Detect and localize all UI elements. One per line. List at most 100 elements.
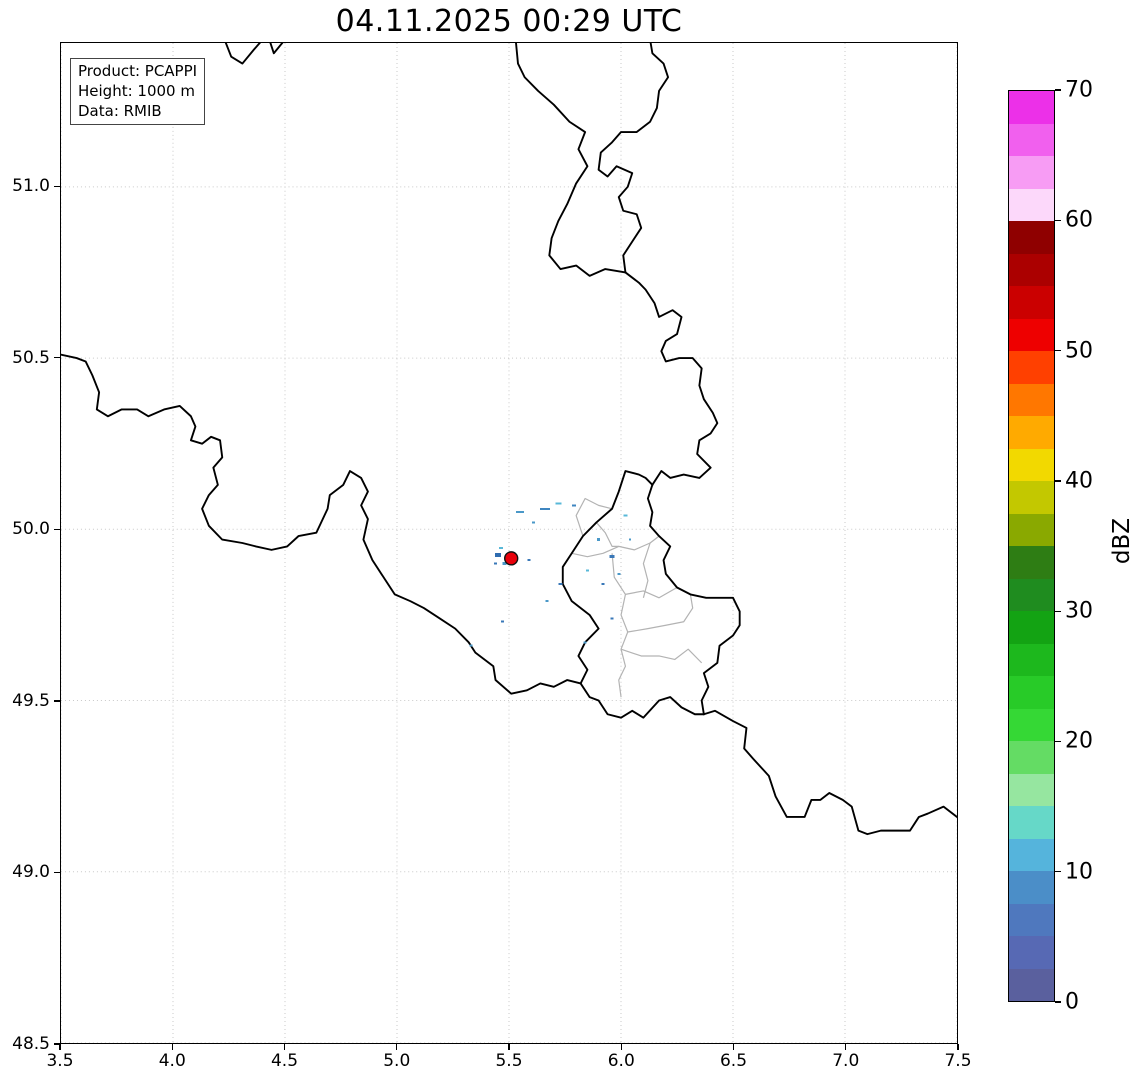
colorbar-segment xyxy=(1009,513,1054,546)
colorbar-segment xyxy=(1009,968,1054,1001)
colorbar xyxy=(1008,90,1055,1002)
y-tick-mark xyxy=(54,185,60,187)
x-tick-label: 7.5 xyxy=(944,1051,972,1071)
x-tick-label: 6.0 xyxy=(607,1051,635,1071)
colorbar-tick-label: 70 xyxy=(1065,77,1093,103)
x-tick-mark xyxy=(732,1044,735,1050)
colorbar-segment xyxy=(1009,253,1054,286)
radar-echo-speck xyxy=(545,600,549,603)
colorbar-tick-label: 60 xyxy=(1065,207,1093,233)
colorbar-segment xyxy=(1009,676,1054,709)
colorbar-segment xyxy=(1009,838,1054,871)
colorbar-tick-mark xyxy=(1055,740,1061,743)
colorbar-segment xyxy=(1009,448,1054,481)
colorbar-segment xyxy=(1009,903,1054,936)
colorbar-tick-label: 30 xyxy=(1065,598,1093,624)
x-tick-mark xyxy=(396,1044,398,1050)
colorbar-segment xyxy=(1009,318,1054,351)
radar-echo-speck xyxy=(558,583,563,586)
product-info-line: Data: RMIB xyxy=(78,101,162,120)
radar-echo-speck xyxy=(609,555,615,559)
radar-echo-speck xyxy=(527,559,531,562)
radar-echo-speck xyxy=(601,583,605,586)
x-tick-mark xyxy=(620,1044,622,1050)
map-plot-area: Product: PCAPPI Height: 1000 m Data: RMI… xyxy=(60,42,958,1044)
colorbar-segment xyxy=(1009,383,1054,416)
colorbar-tick-mark xyxy=(1055,480,1061,482)
product-info-line: Product: PCAPPI xyxy=(78,62,198,80)
colorbar-segment xyxy=(1009,773,1054,806)
y-tick-label: 50.5 xyxy=(12,347,50,368)
colorbar-tick-mark xyxy=(1055,1001,1061,1003)
district-border-path xyxy=(620,648,703,664)
colorbar-segment xyxy=(1009,806,1054,839)
colorbar-segment xyxy=(1009,578,1054,611)
radar-echo-speck xyxy=(469,644,473,647)
country-border-path xyxy=(515,43,627,277)
y-tick-mark xyxy=(54,871,60,874)
y-tick-mark xyxy=(54,700,60,702)
colorbar-tick-mark xyxy=(1055,871,1061,873)
country-border-path xyxy=(579,682,705,719)
radar-echo-speck xyxy=(555,502,562,505)
radar-site-marker xyxy=(504,551,519,566)
y-tick-label: 48.5 xyxy=(12,1034,50,1054)
colorbar-segment xyxy=(1009,221,1054,254)
district-border-path xyxy=(575,497,613,537)
radar-echo-speck xyxy=(494,552,501,557)
x-tick-mark xyxy=(171,1044,173,1050)
colorbar-segment xyxy=(1009,708,1054,741)
x-tick-mark xyxy=(957,1044,959,1050)
colorbar-tick-mark xyxy=(1055,89,1061,91)
country-border-path xyxy=(624,271,719,486)
colorbar-tick-label: 10 xyxy=(1065,859,1093,885)
radar-echo-speck xyxy=(583,641,587,644)
product-info-box: Product: PCAPPI Height: 1000 m Data: RMI… xyxy=(70,58,206,126)
x-tick-label: 4.0 xyxy=(158,1051,186,1071)
country-border-path xyxy=(597,43,669,274)
district-border-path xyxy=(627,594,694,633)
x-tick-label: 6.5 xyxy=(719,1051,748,1071)
radar-map-svg xyxy=(61,43,957,1043)
colorbar-segment xyxy=(1009,871,1054,904)
district-border-path xyxy=(642,542,651,598)
x-tick-mark xyxy=(59,1044,61,1050)
colorbar-tick-label: 20 xyxy=(1065,728,1093,754)
country-border-path xyxy=(646,483,741,716)
district-border-path xyxy=(595,522,619,547)
x-tick-label: 4.5 xyxy=(270,1051,299,1071)
country-border-path xyxy=(224,43,261,65)
y-tick-mark xyxy=(54,357,60,359)
radar-echo-speck xyxy=(516,511,525,514)
country-border-path xyxy=(61,353,582,695)
product-info-line: Height: 1000 m xyxy=(78,81,195,100)
colorbar-segment xyxy=(1009,546,1054,579)
colorbar-tick-label: 0 xyxy=(1065,989,1079,1015)
radar-echo-speck xyxy=(500,620,504,623)
colorbar-segment xyxy=(1009,351,1054,384)
colorbar-segment xyxy=(1009,936,1054,969)
colorbar-segment xyxy=(1009,416,1054,449)
x-tick-label: 3.5 xyxy=(46,1051,74,1071)
country-border-path xyxy=(702,709,957,836)
radar-echo-speck xyxy=(539,507,550,510)
radar-echo-speck xyxy=(617,572,621,575)
colorbar-segment xyxy=(1009,286,1054,319)
y-tick-label: 50.0 xyxy=(12,519,50,540)
x-tick-label: 5.0 xyxy=(383,1051,411,1071)
colorbar-tick-mark xyxy=(1055,610,1061,612)
radar-echo-speck xyxy=(585,569,589,572)
y-tick-mark xyxy=(54,528,60,530)
colorbar-segment xyxy=(1009,611,1054,644)
y-tick-label: 49.0 xyxy=(12,862,50,883)
y-tick-label: 51.0 xyxy=(12,176,50,197)
radar-echo-speck xyxy=(623,514,628,517)
radar-echo-speck xyxy=(494,562,498,565)
colorbar-segment xyxy=(1009,188,1054,221)
radar-echo-speck xyxy=(499,547,504,550)
colorbar-tick-mark xyxy=(1055,219,1061,221)
x-tick-label: 7.0 xyxy=(832,1051,860,1071)
colorbar-segment xyxy=(1009,643,1054,676)
radar-echo-speck xyxy=(597,538,601,542)
